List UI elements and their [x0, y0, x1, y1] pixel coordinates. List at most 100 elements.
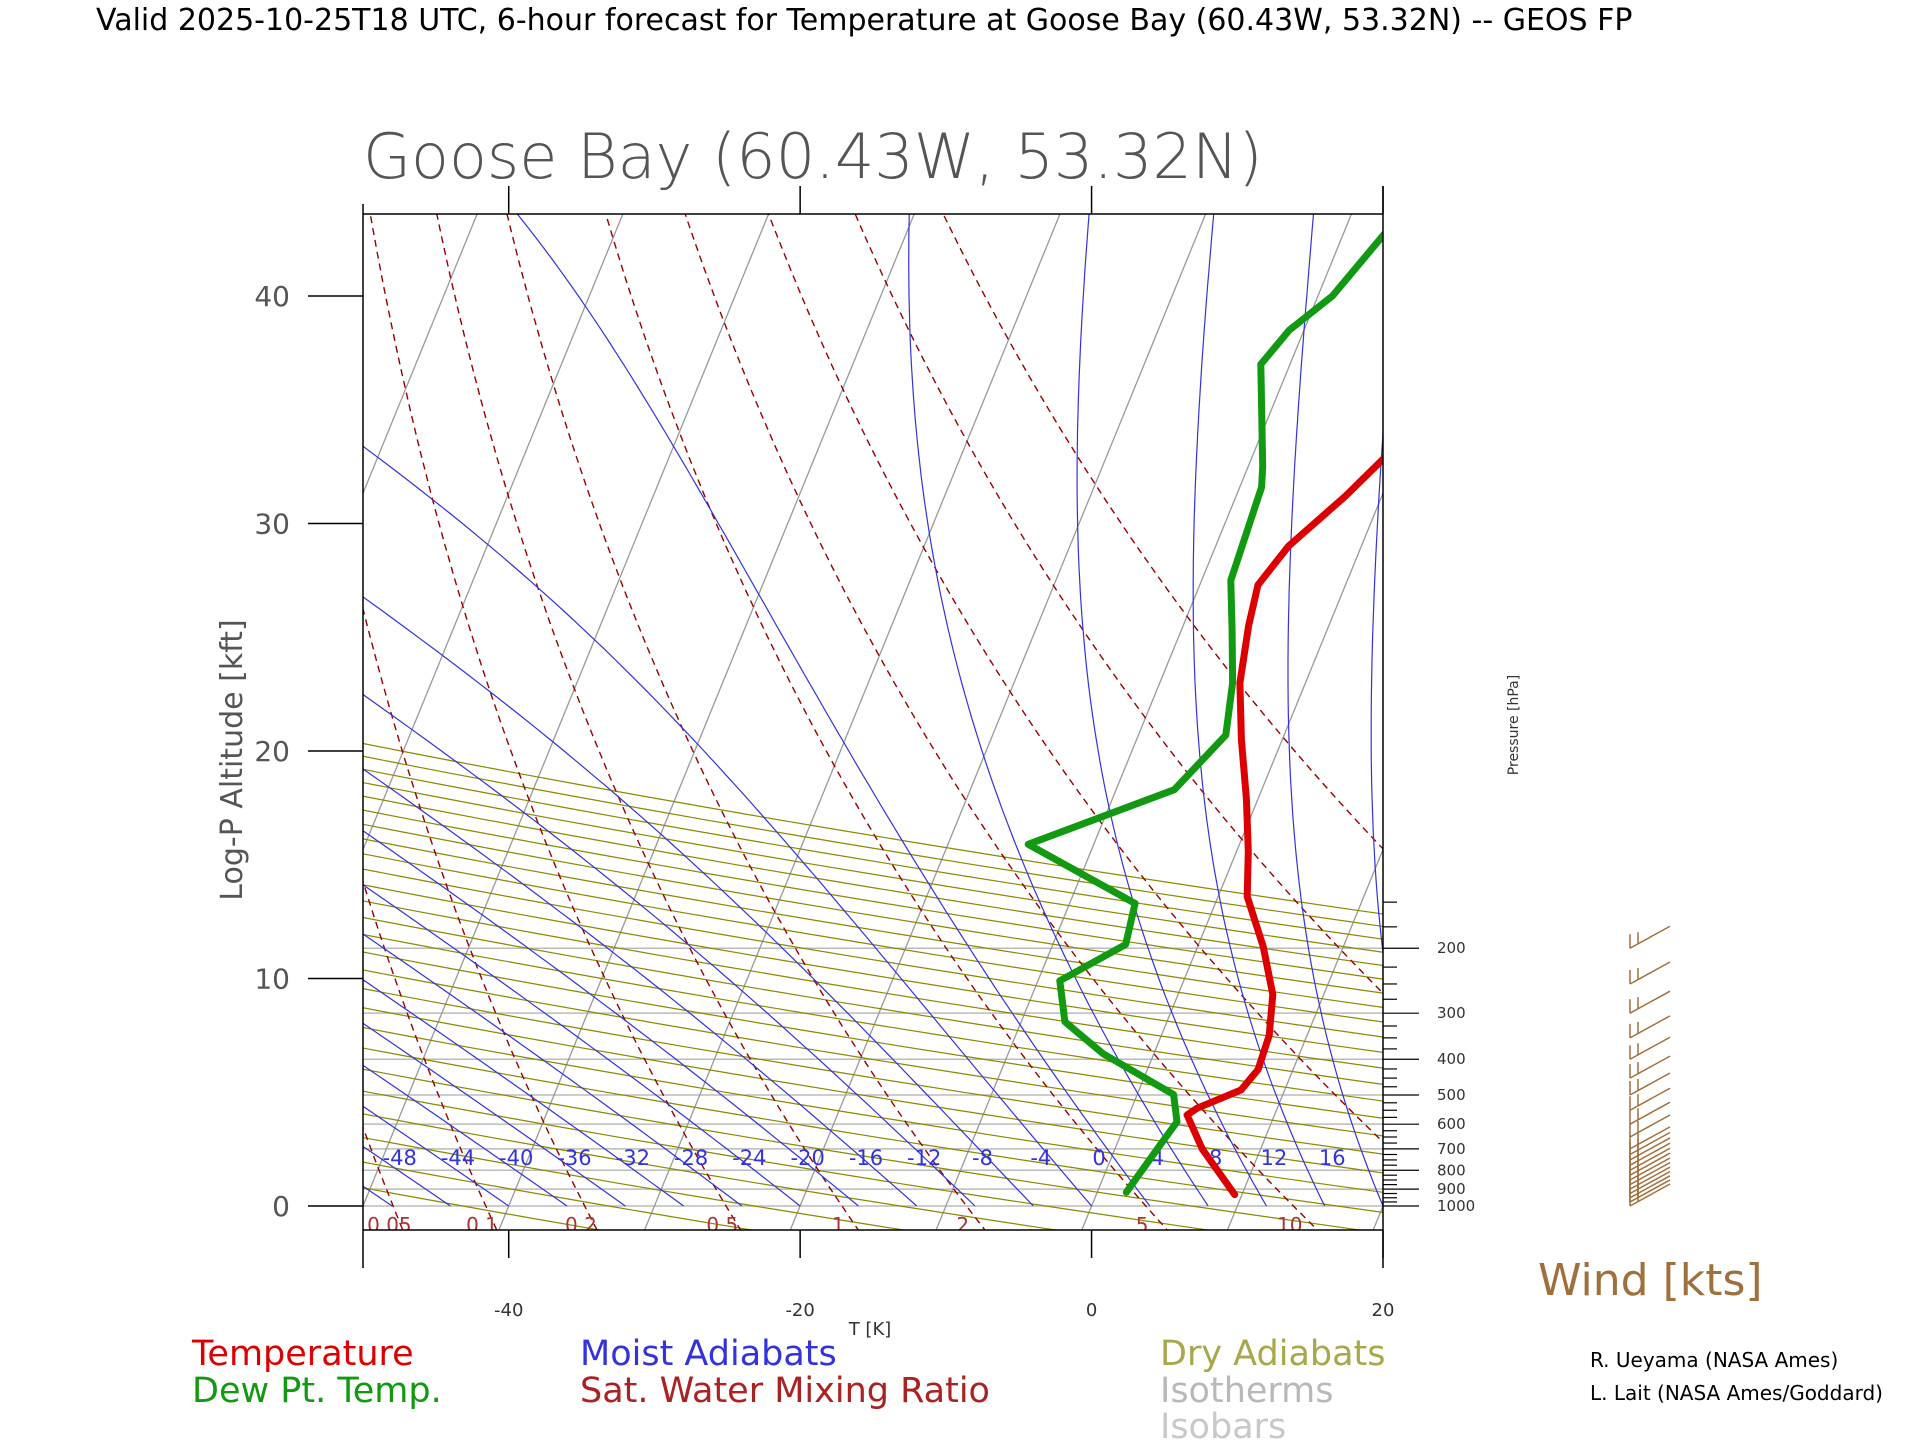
credit-line-2: L. Lait (NASA Ames/Goddard)	[1590, 1381, 1883, 1405]
moist-adiabat-line	[363, 979, 684, 1207]
wind-barb-staff	[1629, 1147, 1671, 1171]
moist-adiabat-line	[1287, 214, 1383, 1207]
wind-barb-staff	[1629, 925, 1671, 949]
isotherm-line	[0, 182, 199, 1251]
mixing-ratio-line	[369, 214, 742, 1230]
moist-adiabat-line	[363, 1064, 568, 1207]
moist-adiabat-line	[1370, 423, 1383, 958]
mixing-ratio-label: 0.5	[706, 1213, 738, 1237]
mixing-ratio-line	[605, 214, 1169, 1230]
mixing-ratio-line	[363, 879, 498, 1230]
wind-barb-staff	[1629, 1161, 1671, 1186]
wind-barb-staff	[1629, 1055, 1671, 1079]
dry-adiabat-line	[363, 823, 1383, 994]
dry-adiabat-line	[363, 781, 1383, 953]
moist-adiabat-label: -28	[674, 1146, 708, 1170]
mixing-ratio-label: 0.2	[565, 1213, 597, 1237]
isotherm-line	[935, 214, 1353, 1230]
moist-adiabat-line	[908, 214, 1209, 1207]
pressure-tick-label: 800	[1437, 1161, 1466, 1179]
moist-adiabat-label: -32	[616, 1146, 650, 1170]
dry-adiabat-line	[363, 1047, 1383, 1213]
dry-adiabat-line	[363, 838, 1383, 1008]
x-tick-label: -40	[494, 1300, 523, 1321]
legend-moist-adiabats: Moist Adiabats	[580, 1334, 837, 1374]
dry-adiabat-line	[363, 853, 1383, 1023]
legend-isotherms: Isotherms	[1160, 1371, 1334, 1411]
mixing-ratio-line	[942, 214, 1383, 850]
dry-adiabat-line	[363, 868, 1383, 1038]
dewpoint-trace	[1024, 230, 1383, 1196]
moist-adiabat-line	[1076, 214, 1267, 1207]
isotherm-line	[1226, 847, 1383, 1230]
moist-adiabat-line	[363, 830, 859, 1207]
moist-adiabat-line	[363, 693, 976, 1207]
y-tick-label: 20	[254, 735, 290, 768]
isotherm-line	[1081, 491, 1383, 1230]
dry-adiabat-line	[363, 1068, 1365, 1230]
mixing-ratio-label: 2	[956, 1213, 969, 1237]
page-header: Valid 2025-10-25T18 UTC, 6-hour forecast…	[96, 3, 1632, 38]
y-tick-label: 10	[254, 963, 290, 996]
isotherm-line	[363, 214, 624, 852]
y-axis-label: Log-P Altitude [kft]	[215, 619, 250, 900]
isotherm-line	[0, 182, 53, 1251]
wind-barb-staff	[1629, 1126, 1671, 1150]
y-tick-label: 40	[254, 280, 290, 313]
x-tick-label: 0	[1086, 1300, 1097, 1321]
moist-adiabat-line	[363, 1022, 626, 1207]
axes: -40 -20 0 200102030402003004005006007008009…	[254, 186, 1475, 1321]
wind-barb-staff	[1629, 1166, 1671, 1190]
isotherm-line	[1656, 182, 1920, 1251]
moist-adiabat-line	[516, 214, 1151, 1207]
wind-barb-staff	[1629, 1015, 1671, 1039]
isotherm-line	[789, 214, 1207, 1230]
pressure-tick-label: 500	[1437, 1086, 1466, 1104]
moist-adiabat-line	[363, 445, 1093, 1207]
dry-adiabat-line	[363, 755, 1383, 928]
wind-barb-staff	[1629, 1142, 1671, 1166]
moist-adiabat-label: -4	[1030, 1146, 1051, 1170]
dry-adiabat-line	[363, 916, 1383, 1086]
moist-adiabat-label: -8	[972, 1146, 993, 1170]
wind-barb-staff	[1629, 1114, 1671, 1138]
pressure-tick-label: 1000	[1437, 1197, 1475, 1215]
wind-barbs	[1629, 925, 1671, 1207]
mixing-ratio-line	[363, 1125, 404, 1230]
moist-adiabat-line	[363, 768, 918, 1207]
moist-adiabat-label: -40	[499, 1146, 533, 1170]
wind-barb-staff	[1629, 1101, 1671, 1125]
mixing-ratio-label: 0.05	[367, 1213, 412, 1237]
moist-adiabat-line	[1586, 171, 1617, 1206]
x-tick-label: 20	[1372, 1300, 1395, 1321]
y-tick-label: 0	[272, 1190, 290, 1223]
dry-adiabat-line	[363, 1090, 1213, 1230]
chart-title: Goose Bay (60.43W, 53.32N)	[363, 120, 1263, 193]
dry-adiabat-line	[363, 988, 1383, 1155]
isotherm-line	[498, 214, 915, 1230]
isotherm-line	[0, 182, 344, 1251]
dry-adiabat-line	[363, 742, 1383, 915]
isotherm-line	[1372, 1204, 1383, 1230]
moist-adiabat-label: -20	[791, 1146, 825, 1170]
dry-adiabat-line	[363, 884, 1383, 1053]
mixing-ratio-label: 1	[832, 1213, 845, 1237]
dry-adiabat-line	[363, 969, 1383, 1137]
isotherm-line	[643, 214, 1061, 1230]
dry-adiabat-line	[363, 900, 1383, 1069]
legend-isobars: Isobars	[1160, 1407, 1286, 1440]
wind-barb-staff	[1629, 1131, 1671, 1156]
isotherm-line	[363, 214, 478, 495]
mixing-ratio-line	[684, 214, 1319, 1230]
mixing-ratio-label: 0.1	[466, 1213, 498, 1237]
legend-dry-adiabats: Dry Adiabats	[1160, 1334, 1386, 1374]
wind-barb-staff	[1629, 1072, 1671, 1096]
credit-line-1: R. Ueyama (NASA Ames)	[1590, 1348, 1838, 1372]
wind-barb-staff	[1629, 1137, 1671, 1161]
wind-barb-staff	[1629, 1036, 1671, 1060]
wind-barb-staff	[1629, 1152, 1671, 1176]
moist-adiabat-label: -36	[557, 1146, 591, 1170]
wind-barb-staff	[1629, 1087, 1671, 1111]
x-axis-label: T [K]	[848, 1319, 892, 1340]
mixing-ratio-label: 5	[1136, 1213, 1149, 1237]
